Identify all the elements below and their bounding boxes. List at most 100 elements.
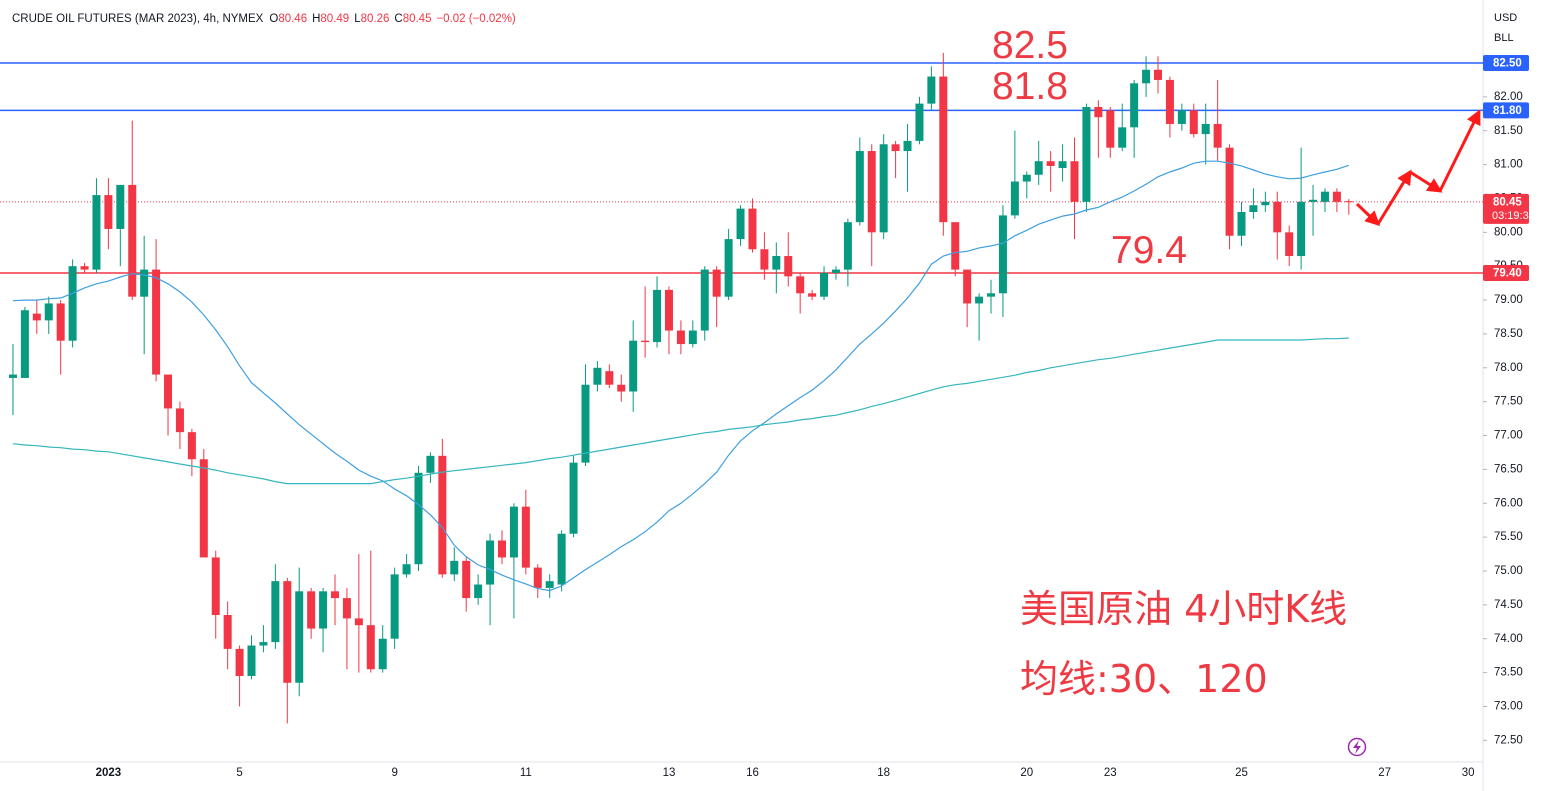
- price-tag-label: 82.50: [1493, 58, 1522, 70]
- candle-body: [56, 303, 65, 341]
- candle-body: [927, 76, 936, 104]
- candle-body: [414, 472, 423, 565]
- price-tag-label: 81.80: [1493, 105, 1522, 117]
- candle-body: [390, 574, 399, 639]
- candle-body: [1165, 79, 1174, 124]
- candle-body: [963, 269, 972, 304]
- candle-body: [867, 151, 876, 233]
- x-tick-label: 13: [663, 767, 676, 779]
- candle-body: [295, 591, 304, 683]
- candle-body: [1261, 201, 1270, 206]
- annotation: 82.5: [992, 24, 1068, 67]
- arrow: [1376, 169, 1412, 225]
- annotation: 79.4: [1111, 229, 1187, 272]
- candle-body: [975, 296, 984, 304]
- legend-value: 80.26: [361, 13, 390, 25]
- candle-body: [557, 533, 566, 585]
- candle-body: [8, 374, 17, 378]
- y-tick-label: 75.00: [1494, 565, 1523, 577]
- candle-body: [664, 289, 673, 331]
- candle-body: [1332, 191, 1341, 202]
- candle-body: [307, 591, 316, 629]
- unit-label: BLL: [1494, 32, 1514, 44]
- candle-body: [533, 567, 542, 588]
- candle-body: [581, 384, 590, 463]
- plot-area: 72.50 73.00 73.50 74.00 74.50 75.00 75.50 76.00…: [0, 52, 1523, 779]
- candle-body: [891, 144, 900, 152]
- candle-body: [450, 560, 459, 575]
- candle-body: [1237, 212, 1246, 236]
- candle-body: [1309, 199, 1318, 202]
- candle-body: [80, 266, 89, 270]
- candle-body: [1249, 205, 1258, 213]
- candle-body: [593, 367, 602, 385]
- candle-body: [199, 459, 208, 558]
- candle-body: [1225, 147, 1234, 236]
- candle-body: [366, 625, 375, 670]
- candle-body: [271, 581, 280, 643]
- candle-body: [1297, 201, 1306, 257]
- candle-body: [1082, 107, 1091, 202]
- candle-body: [736, 208, 745, 240]
- candle-body: [259, 642, 268, 646]
- x-tick-label: 18: [877, 767, 890, 779]
- price-tag: [1483, 54, 1529, 71]
- candle-body: [402, 564, 411, 575]
- legend-change: −0.02 (−0.02%): [436, 13, 515, 25]
- candle-body: [987, 293, 996, 297]
- candle-body: [462, 560, 471, 599]
- candle-body: [426, 455, 435, 473]
- last-price-tag: [1483, 193, 1529, 224]
- candle-body: [164, 374, 173, 409]
- arrow: [1438, 109, 1481, 192]
- candle-body: [128, 184, 137, 297]
- candle-body: [915, 103, 924, 141]
- x-tick-label: 23: [1104, 767, 1117, 779]
- y-tick-label: 74.00: [1494, 633, 1523, 645]
- candle-body: [545, 581, 554, 588]
- legend-label: L: [354, 13, 361, 25]
- y-tick-label: 75.50: [1494, 531, 1523, 543]
- candle-body: [152, 269, 161, 375]
- y-tick-label: 80.00: [1494, 226, 1523, 238]
- candle-body: [509, 506, 518, 558]
- annotation: 美国原油 4小时K线: [1020, 587, 1347, 631]
- symbol-title: CRUDE OIL FUTURES (MAR 2023), 4h, NYMEX: [12, 13, 264, 25]
- y-tick-label: 73.50: [1494, 667, 1523, 679]
- candle-body: [223, 615, 232, 649]
- x-tick-label: 20: [1020, 767, 1033, 779]
- candle-body: [772, 256, 781, 270]
- arrow: [1355, 202, 1381, 227]
- candle-body: [676, 330, 685, 345]
- moving-average-line: [12, 337, 1349, 485]
- x-tick-label: 2023: [96, 767, 122, 779]
- legend-label: C: [394, 13, 402, 25]
- candle-body: [605, 371, 614, 385]
- y-tick-label: 72.50: [1494, 734, 1523, 746]
- candle-body: [187, 432, 196, 460]
- legend-label: O: [269, 13, 278, 25]
- y-tick-label: 79.00: [1494, 294, 1523, 306]
- x-tick-label: 5: [236, 767, 242, 779]
- x-tick-label: 30: [1462, 767, 1475, 779]
- candle-body: [68, 266, 77, 341]
- candle-body: [378, 638, 387, 670]
- candle-body: [796, 276, 805, 294]
- candle-body: [342, 598, 351, 619]
- candle-body: [748, 208, 757, 250]
- candle-body: [319, 591, 328, 629]
- events-icon[interactable]: [1347, 737, 1367, 757]
- countdown-label: 03:19:39: [1492, 210, 1535, 222]
- price-tag-label: 79.40: [1493, 267, 1522, 279]
- candle-body: [140, 269, 149, 297]
- moving-average-line: [12, 160, 1349, 592]
- y-tick-label: 74.50: [1494, 599, 1523, 611]
- y-tick-label: 76.00: [1494, 497, 1523, 509]
- candle-body: [653, 289, 662, 343]
- candle-body: [951, 222, 960, 270]
- candle-body: [1094, 107, 1103, 118]
- legend-value: 80.49: [320, 13, 349, 25]
- candle-body: [211, 557, 220, 616]
